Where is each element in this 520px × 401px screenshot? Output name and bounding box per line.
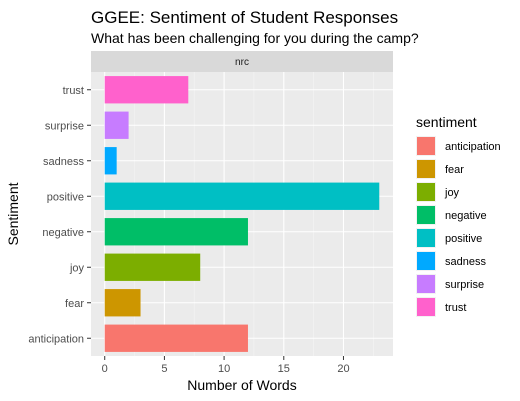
legend-title: sentiment [416, 114, 477, 130]
y-tick-label-joy: joy [69, 262, 85, 274]
bar-anticipation [104, 324, 248, 352]
y-axis-label: Sentiment [5, 182, 21, 245]
y-axis-ticks: anticipation fear joy negative positive sadne… [28, 85, 91, 345]
legend-key-negative [417, 206, 435, 224]
legend-label-surprise: surprise [445, 279, 484, 291]
plot-panel [91, 72, 393, 356]
legend-key-anticipation [417, 137, 435, 155]
legend-label-fear: fear [445, 164, 464, 176]
y-tick-label-anticipation: anticipation [28, 333, 84, 345]
legend-label-trust: trust [445, 302, 466, 314]
y-tick-label-surprise: surprise [45, 120, 84, 132]
legend-key-trust [417, 298, 435, 316]
x-axis-ticks: 0 5 10 15 20 [102, 356, 350, 375]
legend-label-positive: positive [445, 233, 482, 245]
legend-key-positive [417, 229, 435, 247]
legend-key-joy [417, 183, 435, 201]
x-tick-label: 10 [218, 363, 230, 375]
x-axis-label: Number of Words [187, 377, 296, 393]
facet-strip [91, 51, 393, 72]
y-tick-label-trust: trust [63, 85, 84, 97]
bar-fear [104, 289, 141, 317]
legend-key-fear [417, 160, 435, 178]
bar-positive [104, 182, 380, 210]
chart-subtitle: What has been challenging for you during… [91, 30, 419, 46]
legend-label-negative: negative [445, 210, 487, 222]
legend-key-surprise [417, 275, 435, 293]
x-tick-label: 5 [161, 363, 167, 375]
x-tick-label: 20 [337, 363, 349, 375]
chart-title: GGEE: Sentiment of Student Responses [91, 8, 398, 27]
legend-label-sadness: sadness [445, 256, 486, 268]
bar-joy [104, 253, 201, 281]
bar-trust [104, 76, 189, 104]
bar-surprise [104, 111, 129, 139]
x-tick-label: 15 [278, 363, 290, 375]
y-tick-label-fear: fear [65, 298, 84, 310]
legend-label-joy: joy [444, 187, 460, 199]
bars [104, 76, 380, 352]
facet-strip-label: nrc [235, 57, 249, 68]
y-tick-label-positive: positive [47, 191, 84, 203]
y-tick-label-negative: negative [42, 227, 84, 239]
legend: anticipation fear joy negative positive sadne… [416, 136, 501, 317]
bar-sadness [104, 147, 117, 175]
x-tick-label: 0 [102, 363, 108, 375]
bar-negative [104, 218, 248, 246]
legend-key-sadness [417, 252, 435, 270]
legend-label-anticipation: anticipation [445, 141, 501, 153]
y-tick-label-sadness: sadness [43, 156, 84, 168]
